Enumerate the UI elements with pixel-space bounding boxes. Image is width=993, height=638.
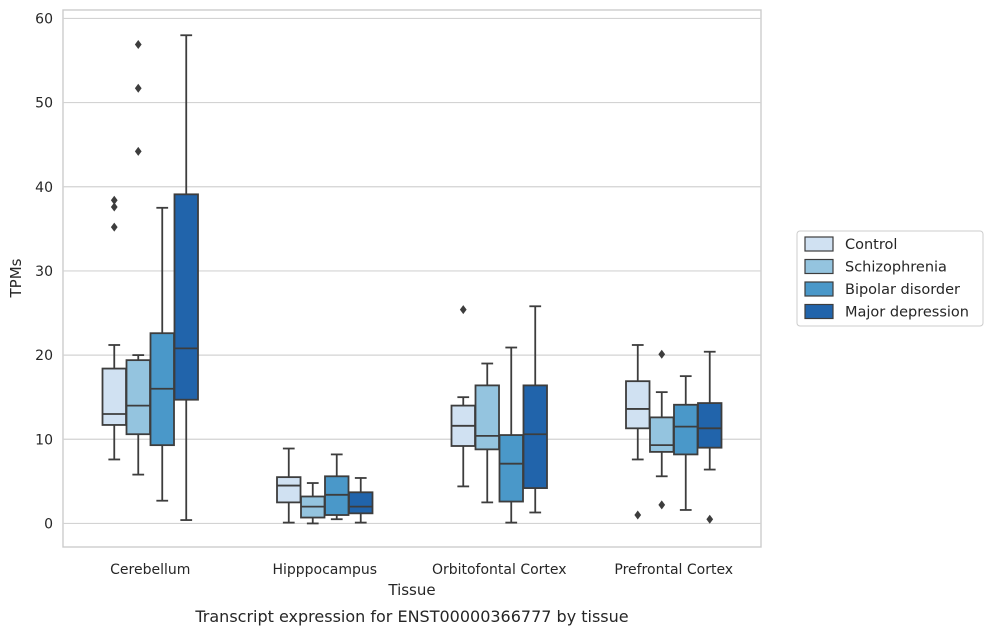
x-axis-label: Tissue [387,581,435,599]
box-plot [450,305,476,488]
outlier-point [134,146,142,156]
y-tick-label: 20 [35,348,53,364]
outlier-point [134,83,142,93]
x-tick-labels: Cerebellum Hipppocampus Orbitofontal Corte… [110,562,733,578]
legend-label: Bipolar disorder [845,282,960,298]
outlier-point [706,514,714,524]
outlier-point [658,500,666,510]
y-tick-labels: 0 10 20 30 40 50 60 [35,11,53,532]
box-iqr [101,367,127,426]
box-iqr [276,476,302,504]
legend-item: Major depression [804,303,969,321]
box-plot [673,375,699,511]
box-iqr [697,402,723,449]
box-plot [300,482,326,525]
legend-swatch [804,236,834,252]
legend-item: Schizophrenia [804,258,947,276]
box-plot [498,346,524,524]
outlier-point [134,40,142,50]
legend-label: Schizophrenia [845,260,947,276]
box-plots [101,34,723,525]
box-plot [522,305,548,514]
y-tick-label: 60 [35,11,53,27]
box-iqr [522,384,548,489]
y-tick-label: 30 [35,264,53,280]
outlier-point [634,510,642,520]
outlier-point [110,222,118,232]
legend-swatch [804,303,834,320]
y-tick-label: 10 [35,432,53,448]
box-iqr [348,491,374,515]
y-tick-label: 40 [35,180,53,196]
legend-label: Control [845,237,897,253]
box-plot [474,362,500,504]
legend-swatch [804,258,834,275]
box-plot [697,350,723,524]
legend-item: Bipolar disorder [804,281,960,298]
box-plot [101,195,127,461]
outlier-point [658,349,666,359]
box-plot [324,453,350,521]
legend-item: Control [804,236,897,253]
box-iqr [649,416,675,453]
box-iqr [673,403,699,456]
box-iqr [498,434,524,503]
chart-caption: Transcript expression for ENST0000036677… [194,607,628,626]
box-plot [649,349,675,510]
box-iqr [474,384,500,451]
legend-label: Major depression [845,305,969,321]
box-plot [348,477,374,524]
y-tick-label: 50 [35,96,53,112]
plot-area [62,9,762,548]
box-iqr [125,359,151,436]
box-plot [625,344,651,520]
box-iqr [625,380,651,430]
x-tick-label: Prefrontal Cortex [614,562,733,578]
legend-swatch [804,281,834,297]
outlier-point [110,195,118,205]
y-tick-label: 0 [44,516,53,532]
box-plot [173,34,199,521]
x-tick-label: Hipppocampus [272,562,377,578]
box-plot [276,447,302,524]
legend-frame [796,230,984,327]
y-axis-label: TPMs [7,258,25,298]
x-tick-label: Orbitofontal Cortex [432,562,567,578]
legend: Control Schizophrenia Bipolar disorder Majo… [796,230,984,327]
box-plot [149,206,175,502]
outlier-point [459,305,467,315]
box-iqr [173,193,199,401]
x-tick-label: Cerebellum [110,562,190,578]
outlier-point [110,202,118,212]
